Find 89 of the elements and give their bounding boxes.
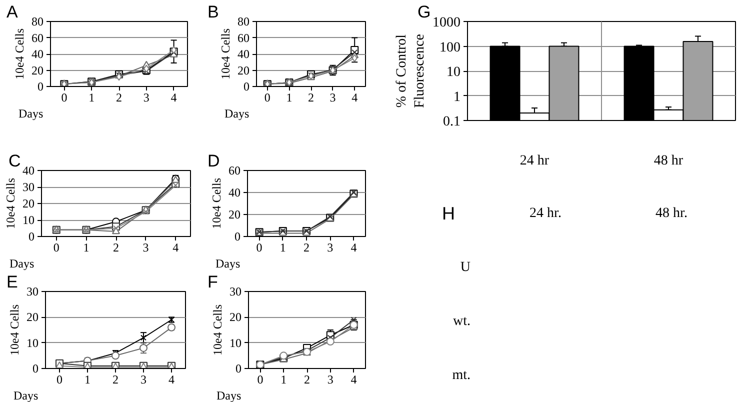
chart-title: F bbox=[208, 272, 218, 292]
chart-title: A bbox=[6, 2, 18, 22]
x-tick-label: 4 bbox=[170, 90, 177, 104]
y-tick-label: 1000 bbox=[432, 16, 460, 30]
x-tick-label: 4 bbox=[352, 90, 358, 104]
x-axis-title: Days bbox=[224, 106, 250, 120]
y-tick-label: 10 bbox=[26, 336, 38, 350]
x-tick-label: 2 bbox=[304, 372, 310, 386]
x-tick-label: 1 bbox=[84, 372, 90, 386]
y-axis-title: 10e4 Cells bbox=[218, 28, 232, 80]
chart-title: G bbox=[418, 2, 431, 22]
x-tick-label: 2 bbox=[112, 372, 118, 386]
x-tick-label: 2 bbox=[116, 90, 122, 104]
chart-title: E bbox=[6, 272, 18, 292]
y-tick-label: 40 bbox=[32, 47, 44, 61]
x-tick-label: 1 bbox=[286, 90, 292, 104]
x-tick-label: 2 bbox=[308, 90, 314, 104]
category-label: U bbox=[460, 260, 471, 275]
y-tick-label: 10 bbox=[446, 65, 460, 80]
y-tick-label: 10 bbox=[230, 336, 242, 350]
x-tick-label: 4 bbox=[168, 372, 174, 386]
y-axis-title: 10e4 Cells bbox=[8, 304, 22, 356]
y-tick-label: 30 bbox=[26, 284, 38, 298]
x-tick-label: 3 bbox=[143, 90, 150, 104]
x-tick-label: 4 bbox=[172, 240, 179, 254]
y-axis-title: 10e4 Cells bbox=[210, 304, 224, 356]
category-label: 48 hr. bbox=[656, 206, 688, 221]
chart-title: C bbox=[8, 152, 21, 170]
x-tick-label: 2 bbox=[113, 240, 119, 254]
x-tick-label: 24 hr bbox=[520, 154, 550, 168]
x-axis-title: Days bbox=[10, 256, 34, 270]
chart-title: D bbox=[208, 152, 220, 170]
x-axis-title: Days bbox=[216, 256, 240, 270]
text: H bbox=[442, 204, 455, 224]
y-axis-title: 10e4 Cells bbox=[210, 178, 224, 229]
y-tick-label: 30 bbox=[22, 180, 34, 194]
y-tick-label: 20 bbox=[26, 310, 38, 324]
y-tick-label: 0 bbox=[244, 80, 250, 94]
x-tick-label: 4 bbox=[350, 372, 357, 386]
x-tick-label: 3 bbox=[140, 372, 146, 386]
x-tick-label: 1 bbox=[88, 90, 95, 104]
y-tick-label: 60 bbox=[238, 30, 250, 45]
y-tick-label: 0 bbox=[32, 362, 38, 376]
y-tick-label: 10 bbox=[22, 213, 34, 227]
y-tick-label: 20 bbox=[22, 196, 34, 210]
y-axis-title: 10e4 Cells bbox=[12, 28, 26, 80]
x-tick-label: 0 bbox=[53, 240, 60, 254]
x-tick-label: 3 bbox=[327, 372, 334, 386]
x-tick-label: 3 bbox=[142, 240, 149, 254]
x-tick-label: 1 bbox=[83, 240, 90, 254]
y-tick-label: 0 bbox=[234, 230, 240, 244]
y-tick-label: 80 bbox=[238, 14, 250, 28]
y-tick-label: 40 bbox=[238, 47, 250, 61]
y-tick-label: 40 bbox=[22, 164, 34, 178]
y-tick-label: 60 bbox=[32, 30, 44, 45]
x-tick-label: 48 hr bbox=[654, 154, 684, 168]
category-label: wt. bbox=[453, 314, 470, 329]
y-tick-label: 60 bbox=[228, 164, 240, 178]
y-tick-label: 20 bbox=[238, 63, 250, 78]
category-label: 24 hr. bbox=[530, 206, 562, 221]
x-tick-label: 0 bbox=[256, 240, 262, 254]
y-tick-label: 0 bbox=[38, 80, 44, 94]
x-tick-label: 0 bbox=[264, 90, 270, 104]
chart-title: B bbox=[208, 2, 219, 22]
y-tick-label: 20 bbox=[228, 208, 240, 222]
x-tick-label: 2 bbox=[304, 240, 310, 254]
y-tick-label: 0 bbox=[236, 362, 242, 376]
x-tick-label: 3 bbox=[330, 90, 336, 104]
y-tick-label: 20 bbox=[32, 63, 44, 78]
x-tick-label: 0 bbox=[56, 372, 62, 386]
x-tick-label: 1 bbox=[280, 240, 286, 254]
category-label: mt. bbox=[452, 368, 470, 383]
y-tick-label: 30 bbox=[230, 284, 242, 298]
y-tick-label: 100 bbox=[440, 40, 460, 56]
x-axis-title: Days bbox=[216, 388, 242, 402]
x-tick-label: 3 bbox=[327, 240, 334, 254]
y-tick-label: 0 bbox=[28, 230, 34, 244]
y-tick-label: 40 bbox=[228, 186, 240, 200]
x-axis-title: Days bbox=[14, 388, 38, 402]
x-axis-title: Days bbox=[18, 106, 44, 120]
x-tick-label: 1 bbox=[280, 372, 287, 386]
y-axis-title: % of Control Fluorescence bbox=[394, 34, 428, 108]
x-tick-label: 0 bbox=[257, 372, 264, 386]
x-tick-label: 0 bbox=[61, 90, 68, 104]
y-tick-label: 20 bbox=[230, 310, 242, 324]
y-tick-label: 0.1 bbox=[443, 114, 460, 130]
y-axis-title: 10e4 Cells bbox=[4, 178, 18, 229]
x-tick-label: 4 bbox=[350, 240, 357, 254]
y-tick-label: 80 bbox=[32, 14, 44, 28]
